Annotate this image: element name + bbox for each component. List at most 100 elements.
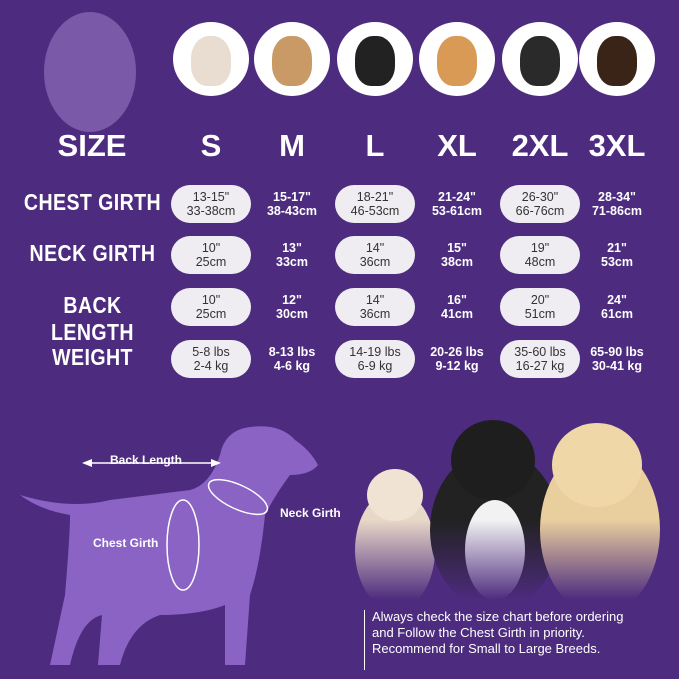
dog-face bbox=[272, 36, 312, 86]
metric-value: 48cm bbox=[524, 255, 556, 269]
metric-value: 46-53cm bbox=[350, 204, 400, 218]
size-cell: 14-19 lbs 6-9 kg bbox=[335, 340, 415, 378]
size-cell: 5-8 lbs 2-4 kg bbox=[171, 340, 251, 378]
breed-avatar bbox=[254, 22, 330, 96]
dog-silhouette-diagram bbox=[20, 426, 318, 665]
size-column-header: M bbox=[279, 128, 305, 163]
breed-avatar bbox=[173, 22, 249, 96]
size-cell: 26-30" 66-76cm bbox=[500, 185, 580, 223]
size-cell: 18-21" 46-53cm bbox=[335, 185, 415, 223]
neck-girth-label: Neck Girth bbox=[280, 506, 341, 520]
sizing-note: Always check the size chart before order… bbox=[372, 609, 623, 657]
metric-value: 71-86cm bbox=[591, 204, 643, 218]
dog-face bbox=[191, 36, 231, 86]
imperial-value: 8-13 lbs bbox=[268, 345, 316, 359]
size-cell: 12" 30cm bbox=[252, 288, 332, 326]
size-cell: 21" 53cm bbox=[577, 236, 657, 274]
metric-value: 30cm bbox=[276, 307, 308, 321]
metric-value: 51cm bbox=[524, 307, 556, 321]
metric-value: 2-4 kg bbox=[193, 359, 229, 373]
size-column-header: 3XL bbox=[588, 128, 646, 163]
back-length-label: Back Length bbox=[110, 453, 183, 467]
imperial-value: 12" bbox=[282, 293, 302, 307]
imperial-value: 20-26 lbs bbox=[430, 345, 484, 359]
size-column-header: 2XL bbox=[511, 128, 569, 163]
metric-value: 38cm bbox=[441, 255, 473, 269]
note-divider bbox=[364, 610, 365, 670]
breed-avatar bbox=[579, 22, 655, 96]
size-column-header: S bbox=[200, 128, 222, 163]
metric-value: 4-6 kg bbox=[273, 359, 311, 373]
metric-value: 9-12 kg bbox=[435, 359, 479, 373]
metric-value: 36cm bbox=[359, 255, 391, 269]
metric-value: 33cm bbox=[276, 255, 308, 269]
row-label: NECK GIRTH bbox=[29, 240, 156, 266]
imperial-value: 5-8 lbs bbox=[192, 345, 230, 359]
imperial-value: 28-34" bbox=[598, 190, 636, 204]
metric-value: 25cm bbox=[195, 307, 227, 321]
row-label: CHEST GIRTH bbox=[23, 189, 162, 215]
row-label: BACK LENGTH bbox=[51, 292, 134, 345]
metric-value: 36cm bbox=[359, 307, 391, 321]
imperial-value: 13-15" bbox=[192, 190, 230, 204]
metric-value: 33-38cm bbox=[186, 204, 236, 218]
metric-value: 41cm bbox=[441, 307, 473, 321]
imperial-value: 18-21" bbox=[356, 190, 394, 204]
imperial-value: 24" bbox=[607, 293, 627, 307]
breed-avatar bbox=[502, 22, 578, 96]
note-line: Always check the size chart before order… bbox=[372, 609, 624, 624]
imperial-value: 14-19 lbs bbox=[349, 345, 401, 359]
size-cell: 13" 33cm bbox=[252, 236, 332, 274]
size-cell: 19" 48cm bbox=[500, 236, 580, 274]
imperial-value: 20" bbox=[530, 293, 550, 307]
size-cell: 8-13 lbs 4-6 kg bbox=[252, 340, 332, 378]
size-cell: 21-24" 53-61cm bbox=[417, 185, 497, 223]
metric-value: 38-43cm bbox=[266, 204, 318, 218]
size-cell: 10" 25cm bbox=[171, 236, 251, 274]
imperial-value: 65-90 lbs bbox=[590, 345, 644, 359]
imperial-value: 15" bbox=[447, 241, 467, 255]
size-label: SIZE bbox=[57, 128, 127, 163]
breed-avatar bbox=[419, 22, 495, 96]
imperial-value: 10" bbox=[201, 293, 221, 307]
imperial-value: 21-24" bbox=[438, 190, 476, 204]
dog-face bbox=[597, 36, 637, 86]
metric-value: 16-27 kg bbox=[515, 359, 565, 373]
metric-value: 25cm bbox=[195, 255, 227, 269]
size-cell: 20" 51cm bbox=[500, 288, 580, 326]
dog-face bbox=[437, 36, 477, 86]
imperial-value: 26-30" bbox=[521, 190, 559, 204]
size-cell: 65-90 lbs 30-41 kg bbox=[577, 340, 657, 378]
imperial-value: 16" bbox=[447, 293, 467, 307]
size-column-header: XL bbox=[437, 128, 477, 163]
imperial-value: 10" bbox=[201, 241, 221, 255]
breed-avatar bbox=[337, 22, 413, 96]
imperial-value: 15-17" bbox=[273, 190, 311, 204]
size-cell: 24" 61cm bbox=[577, 288, 657, 326]
imperial-value: 35-60 lbs bbox=[514, 345, 566, 359]
size-cell: 20-26 lbs 9-12 kg bbox=[417, 340, 497, 378]
dogs-photo bbox=[345, 400, 665, 600]
size-cell: 13-15" 33-38cm bbox=[171, 185, 251, 223]
metric-value: 53-61cm bbox=[431, 204, 483, 218]
size-cell: 16" 41cm bbox=[417, 288, 497, 326]
size-cell: 14" 36cm bbox=[335, 236, 415, 274]
imperial-value: 14" bbox=[365, 241, 385, 255]
size-cell: 10" 25cm bbox=[171, 288, 251, 326]
dog-face bbox=[355, 36, 395, 86]
imperial-value: 21" bbox=[607, 241, 627, 255]
size-cell: 15" 38cm bbox=[417, 236, 497, 274]
imperial-value: 13" bbox=[282, 241, 302, 255]
size-cell: 15-17" 38-43cm bbox=[252, 185, 332, 223]
metric-value: 30-41 kg bbox=[591, 359, 643, 373]
metric-value: 61cm bbox=[601, 307, 633, 321]
metric-value: 53cm bbox=[601, 255, 633, 269]
imperial-value: 14" bbox=[365, 293, 385, 307]
size-cell: 14" 36cm bbox=[335, 288, 415, 326]
chest-girth-label: Chest Girth bbox=[93, 536, 159, 550]
note-line: Recommend for Small to Large Breeds. bbox=[372, 641, 601, 656]
imperial-value: 19" bbox=[530, 241, 550, 255]
dog-face bbox=[520, 36, 560, 86]
note-line: and Follow the Chest Girth in priority. bbox=[372, 625, 585, 640]
size-column-header: L bbox=[365, 128, 385, 163]
